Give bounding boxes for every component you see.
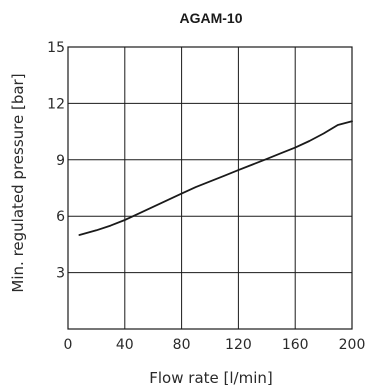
y-tick-label: 9 bbox=[56, 153, 65, 169]
x-tick-label: 200 bbox=[339, 337, 366, 353]
y-tick-label: 12 bbox=[47, 96, 65, 112]
x-tick-label: 80 bbox=[173, 337, 191, 353]
x-tick-labels: 0 40 80 120 160 200 bbox=[64, 337, 366, 353]
y-tick-label: 6 bbox=[56, 209, 65, 225]
chart-title: AGAM-10 bbox=[179, 10, 242, 26]
grid bbox=[67, 46, 353, 329]
y-tick-labels: 3 6 9 12 15 bbox=[47, 40, 65, 282]
x-tick-label: 120 bbox=[225, 337, 252, 353]
y-tick-label: 15 bbox=[47, 40, 65, 56]
plot-frame bbox=[67, 46, 353, 330]
x-tick-label: 160 bbox=[282, 337, 309, 353]
series-layer bbox=[78, 120, 353, 236]
x-tick-label: 0 bbox=[64, 337, 73, 353]
x-axis-label: Flow rate [l/min] bbox=[149, 369, 272, 387]
series-line bbox=[78, 120, 353, 236]
y-axis-label: Min. regulated pressure [bar] bbox=[9, 73, 27, 292]
y-tick-label: 3 bbox=[56, 266, 65, 282]
x-tick-label: 40 bbox=[116, 337, 134, 353]
